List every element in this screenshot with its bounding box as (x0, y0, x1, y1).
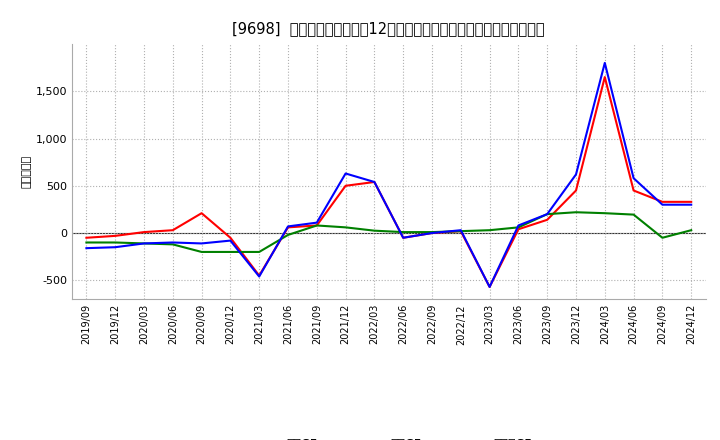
フリーCF (600, 60, 609, 66)
投資CF (312, 223, 321, 228)
営業CF (629, 188, 638, 193)
投資CF (341, 225, 350, 230)
投資CF (658, 235, 667, 240)
営業CF (341, 183, 350, 188)
フリーCF (399, 235, 408, 240)
営業CF (284, 225, 292, 230)
フリーCF (543, 212, 552, 217)
投資CF (485, 227, 494, 233)
投資CF (168, 242, 177, 247)
投資CF (370, 228, 379, 233)
フリーCF (312, 220, 321, 225)
営業CF (514, 227, 523, 232)
Legend: 営業CF, 投資CF, フリーCF: 営業CF, 投資CF, フリーCF (246, 438, 532, 440)
営業CF (572, 188, 580, 193)
Line: 投資CF: 投資CF (86, 212, 691, 252)
投資CF (140, 241, 148, 246)
営業CF (428, 231, 436, 236)
投資CF (197, 249, 206, 255)
投資CF (428, 229, 436, 235)
フリーCF (111, 245, 120, 250)
フリーCF (197, 241, 206, 246)
投資CF (111, 240, 120, 245)
営業CF (485, 284, 494, 290)
投資CF (543, 212, 552, 217)
フリーCF (284, 224, 292, 229)
営業CF (658, 199, 667, 205)
フリーCF (140, 241, 148, 246)
フリーCF (428, 231, 436, 236)
営業CF (370, 180, 379, 185)
フリーCF (572, 172, 580, 177)
投資CF (456, 228, 465, 234)
営業CF (312, 223, 321, 228)
フリーCF (82, 246, 91, 251)
投資CF (600, 211, 609, 216)
Line: 営業CF: 営業CF (86, 77, 691, 287)
営業CF (399, 235, 408, 240)
営業CF (255, 273, 264, 278)
営業CF (168, 227, 177, 233)
フリーCF (629, 176, 638, 181)
投資CF (572, 209, 580, 215)
営業CF (456, 228, 465, 234)
投資CF (82, 240, 91, 245)
Y-axis label: （百万円）: （百万円） (22, 155, 32, 188)
フリーCF (485, 284, 494, 290)
フリーCF (687, 202, 696, 207)
投資CF (284, 232, 292, 238)
営業CF (600, 74, 609, 80)
営業CF (111, 233, 120, 238)
営業CF (197, 211, 206, 216)
営業CF (226, 235, 235, 240)
フリーCF (514, 223, 523, 228)
営業CF (82, 235, 91, 240)
投資CF (255, 249, 264, 255)
営業CF (687, 199, 696, 205)
投資CF (514, 225, 523, 230)
フリーCF (255, 274, 264, 279)
フリーCF (341, 171, 350, 176)
投資CF (399, 229, 408, 235)
投資CF (687, 227, 696, 233)
フリーCF (168, 240, 177, 245)
フリーCF (456, 227, 465, 233)
営業CF (543, 217, 552, 223)
Title: [9698]  キャッシュフローの12か月移動合計の対前年同期増減額の推移: [9698] キャッシュフローの12か月移動合計の対前年同期増減額の推移 (233, 21, 545, 36)
投資CF (629, 212, 638, 217)
Line: フリーCF: フリーCF (86, 63, 691, 287)
フリーCF (226, 238, 235, 243)
フリーCF (370, 180, 379, 185)
フリーCF (658, 202, 667, 207)
投資CF (226, 249, 235, 255)
営業CF (140, 229, 148, 235)
